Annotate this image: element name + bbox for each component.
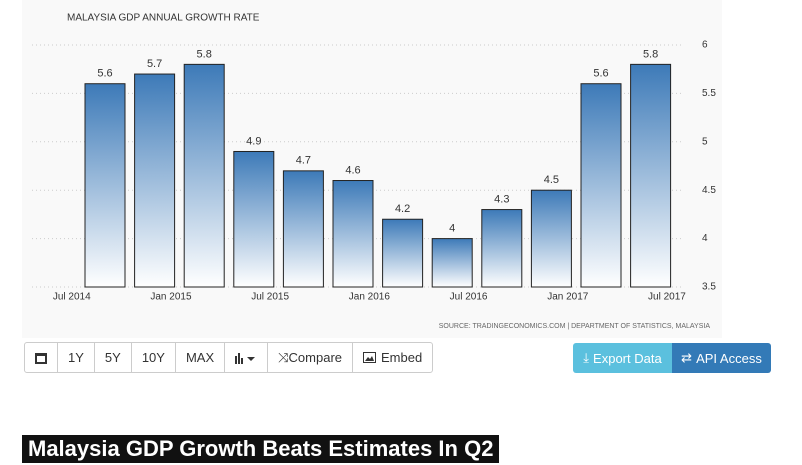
actions: ⤓ Export Data ⇄ API Access <box>573 343 771 373</box>
value-label: 5.8 <box>197 48 212 60</box>
bar <box>530 189 572 288</box>
x-tick-label: Jul 2015 <box>251 292 289 303</box>
y-tick-label: 4.5 <box>702 185 716 196</box>
x-tick-label: Jan 2015 <box>150 292 192 303</box>
bar <box>282 170 324 288</box>
value-label: 4.5 <box>544 174 559 186</box>
bar <box>183 63 225 288</box>
bar <box>481 209 523 288</box>
value-label: 4.3 <box>494 193 509 205</box>
range-button[interactable]: 10Y <box>130 342 176 373</box>
range-button[interactable]: 5Y <box>93 342 132 373</box>
value-label: 5.7 <box>147 58 162 70</box>
api-button[interactable]: ⇄ API Access <box>672 343 771 373</box>
api-label: API Access <box>696 350 762 366</box>
value-label: 4.2 <box>395 203 410 215</box>
calendar-icon <box>35 352 47 364</box>
export-icon: ⤓ <box>583 350 590 365</box>
range-button[interactable]: 1Y <box>57 342 95 373</box>
compare-button[interactable]: ⤨ Compare <box>267 342 353 373</box>
x-tick-label: Jul 2017 <box>648 292 686 303</box>
compare-icon: ⤨ <box>278 349 289 365</box>
bar <box>382 218 424 288</box>
bar <box>332 180 374 288</box>
embed-label: Embed <box>381 350 423 365</box>
chart-title: MALAYSIA GDP ANNUAL GROWTH RATE <box>67 13 260 24</box>
source: SOURCE: TRADINGECONOMICS.COM | DEPARTMEN… <box>439 323 711 330</box>
chart-type-icon <box>235 352 256 364</box>
x-tick-label: Jul 2014 <box>53 292 91 303</box>
value-label: 4.7 <box>296 155 311 167</box>
export-button[interactable]: ⤓ Export Data <box>573 343 672 373</box>
embed-icon <box>363 352 376 363</box>
y-tick-label: 4 <box>702 233 708 244</box>
x-tick-label: Jul 2016 <box>450 292 488 303</box>
y-tick-label: 5.5 <box>702 88 716 99</box>
x-tick-label: Jan 2017 <box>547 292 589 303</box>
bar <box>134 73 176 288</box>
value-label: 4.9 <box>246 135 261 147</box>
bar <box>431 238 473 288</box>
embed-button[interactable]: Embed <box>352 342 434 373</box>
compare-label: Compare <box>288 350 342 365</box>
value-label: 5.6 <box>97 68 112 80</box>
bar <box>233 150 275 288</box>
range-button[interactable]: MAX <box>174 342 226 373</box>
value-label: 4 <box>449 223 455 235</box>
bar <box>84 83 126 288</box>
api-icon: ⇄ <box>681 350 693 365</box>
bar <box>630 63 672 288</box>
calendar-button[interactable] <box>24 342 58 373</box>
toolbar: 1Y 5Y 10Y MAX ⤨ Compare Embed <box>24 342 434 373</box>
y-tick-label: 3.5 <box>702 282 716 293</box>
bar <box>580 83 622 288</box>
y-tick-label: 6 <box>702 40 708 51</box>
value-label: 5.6 <box>593 68 608 80</box>
x-tick-label: Jan 2016 <box>349 292 391 303</box>
headline: Malaysia GDP Growth Beats Estimates In Q… <box>22 435 500 463</box>
chart-type-button[interactable] <box>224 342 269 373</box>
value-label: 5.8 <box>643 48 658 60</box>
chart: MALAYSIA GDP ANNUAL GROWTH RATE SOURCE: … <box>22 0 722 338</box>
value-label: 4.6 <box>345 164 360 176</box>
y-tick-label: 5 <box>702 136 708 147</box>
export-label: Export Data <box>593 350 662 366</box>
